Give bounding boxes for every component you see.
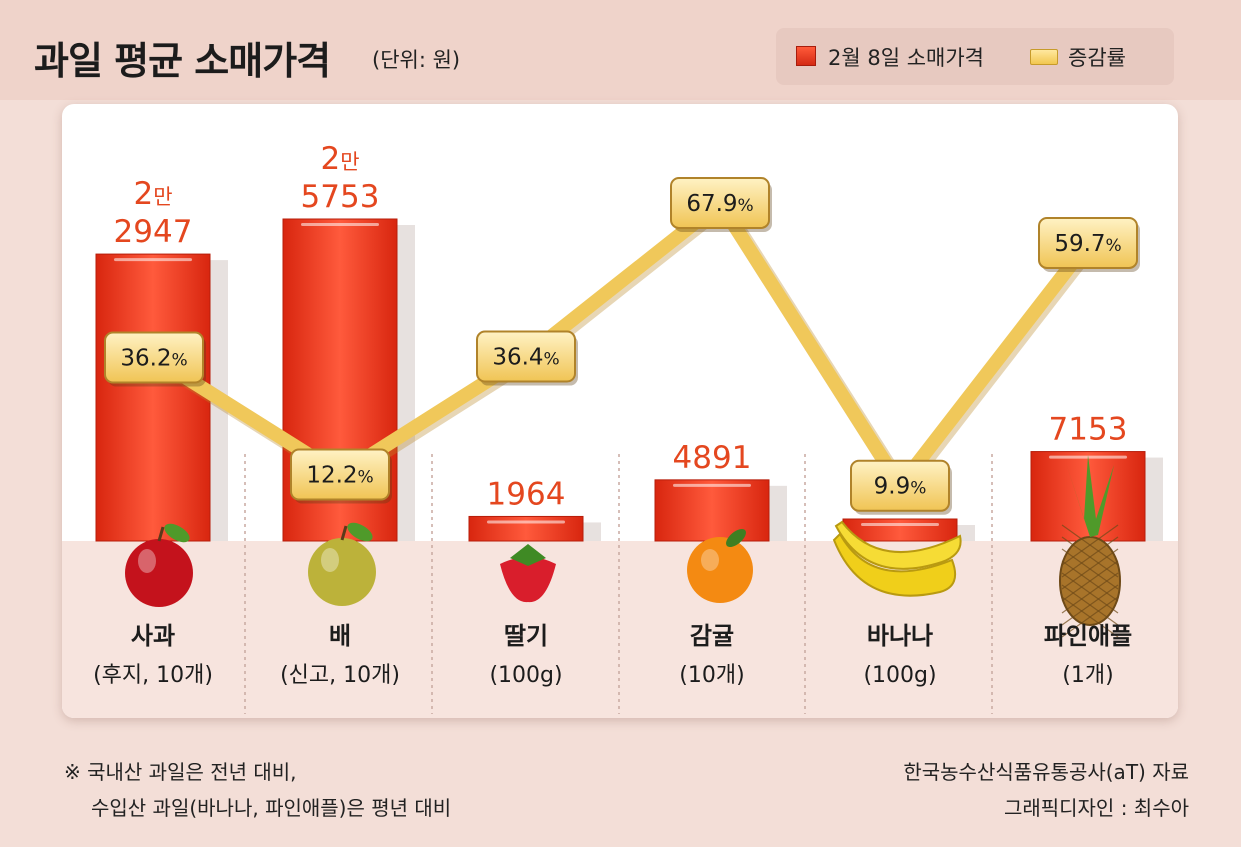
price-bar	[468, 515, 584, 542]
chart-title: 과일 평균 소매가격	[34, 39, 331, 83]
legend-rate-swatch	[1030, 49, 1058, 65]
legend-rate-label: 증감률	[1068, 46, 1126, 70]
footnote-line-1: ※ 국내산 과일은 전년 대비,	[64, 760, 297, 784]
tangerine-body	[687, 537, 753, 603]
rate-box	[476, 330, 576, 383]
fruit-shine	[138, 549, 156, 573]
bar-value-label: 1964	[487, 476, 566, 512]
chart-svg: 2만29472만575319644891290715336.2%12.2%36.…	[93, 141, 1163, 714]
bar-value-label: 7153	[1049, 412, 1128, 448]
tangerine-icon	[687, 529, 753, 603]
rate-label: 36.4%	[492, 345, 559, 371]
chart-panel: 2만29472만575319644891290715336.2%12.2%36.…	[62, 104, 1178, 718]
fruit-stem	[157, 526, 165, 542]
unit-label: (단위: 원)	[372, 48, 461, 72]
bar-value-unit: 만	[153, 185, 172, 209]
pineapple-pattern	[1061, 596, 1119, 638]
category-spec: (후지, 10개)	[93, 663, 213, 688]
fruit-body	[125, 539, 193, 607]
category-spec: (신고, 10개)	[280, 663, 400, 688]
rate-percent-sign: %	[738, 196, 754, 216]
rate-box	[290, 448, 390, 501]
price-bar	[95, 253, 211, 542]
rate-percent-sign: %	[1106, 236, 1122, 256]
rate-percent-sign: %	[172, 351, 188, 371]
bar-value-unit: 만	[340, 150, 359, 174]
rate-label: 12.2%	[306, 463, 373, 489]
banana-lower	[832, 532, 956, 597]
pineapple-pattern	[1061, 560, 1119, 602]
bar-value-digit: 2	[133, 176, 153, 212]
legend-price-swatch	[796, 46, 816, 66]
rate-percent-sign: %	[910, 479, 926, 499]
pineapple-pattern	[1061, 536, 1119, 578]
designer-credit: 그래픽디자인 : 최수아	[1003, 796, 1189, 820]
apple-icon	[125, 523, 193, 607]
price-bar	[654, 479, 770, 542]
rate-percent-sign: %	[544, 350, 560, 370]
pineapple-crown	[1066, 455, 1114, 537]
strawberry-leaves	[510, 544, 546, 566]
pineapple-pattern	[1061, 524, 1119, 566]
fruit-leaf	[164, 523, 190, 543]
rate-value: 67.9	[686, 191, 737, 217]
rate-box	[670, 176, 770, 229]
rate-label: 59.7%	[1054, 231, 1121, 257]
rate-percent-sign: %	[358, 468, 374, 488]
category-spec: (100g)	[489, 663, 562, 688]
bar-highlight	[487, 520, 565, 524]
fruit-stem	[340, 525, 348, 541]
fruit-body	[308, 538, 376, 606]
banana-upper	[834, 520, 962, 570]
banana-icon	[832, 520, 962, 597]
bar-value-digit: 2	[320, 141, 340, 177]
pineapple-pattern	[1061, 572, 1119, 614]
bar-highlight	[861, 523, 939, 526]
category-name: 사과	[131, 622, 175, 650]
category-name: 배	[329, 622, 351, 650]
rate-label: 67.9%	[686, 191, 753, 217]
bar-highlight	[673, 483, 751, 487]
bar-value-label: 5753	[301, 179, 380, 215]
source-line: 한국농수산식품유통공사(aT) 자료	[903, 760, 1189, 784]
bar-value-label: 4891	[673, 440, 752, 476]
legend: 2월 8일 소매가격 증감률	[776, 28, 1174, 85]
rate-box	[1038, 216, 1138, 269]
tangerine-leaf	[726, 529, 746, 547]
bar-highlight	[114, 258, 192, 262]
bar-value-label: 2947	[114, 214, 193, 250]
pineapple-icon	[1059, 455, 1121, 638]
pear-icon	[308, 522, 376, 606]
rate-value: 9.9	[874, 474, 911, 500]
strawberry-body	[500, 557, 556, 603]
fruit-leaf	[347, 522, 373, 542]
rate-label: 36.2%	[120, 346, 187, 372]
tangerine-shine	[701, 549, 719, 571]
rate-value: 36.4	[492, 345, 543, 371]
category-spec: (10개)	[679, 663, 744, 688]
pineapple-pattern	[1061, 548, 1119, 590]
bar-highlight	[301, 223, 379, 226]
pineapple-pattern	[1061, 584, 1119, 626]
bar-value-label-man: 2만	[320, 141, 359, 177]
rate-box	[850, 459, 950, 512]
rate-box	[104, 331, 204, 384]
footnote-line-2: 수입산 과일(바나나, 파인애플)은 평년 대비	[91, 796, 452, 820]
rate-value: 36.2	[120, 346, 171, 372]
rate-value: 12.2	[306, 463, 357, 489]
category-name: 파인애플	[1044, 622, 1132, 650]
legend-price-label: 2월 8일 소매가격	[828, 46, 984, 70]
price-bar	[842, 518, 958, 542]
fruit-shine	[321, 548, 339, 572]
category-name: 딸기	[504, 622, 548, 650]
bar-value-label-man: 2만	[133, 176, 172, 212]
category-spec: (100g)	[863, 663, 936, 688]
category-name: 감귤	[690, 622, 734, 650]
category-name: 바나나	[867, 622, 933, 650]
rate-value: 59.7	[1054, 231, 1105, 257]
category-spec: (1개)	[1062, 663, 1113, 688]
strawberry-icon	[500, 544, 556, 603]
rate-label: 9.9%	[874, 474, 927, 500]
